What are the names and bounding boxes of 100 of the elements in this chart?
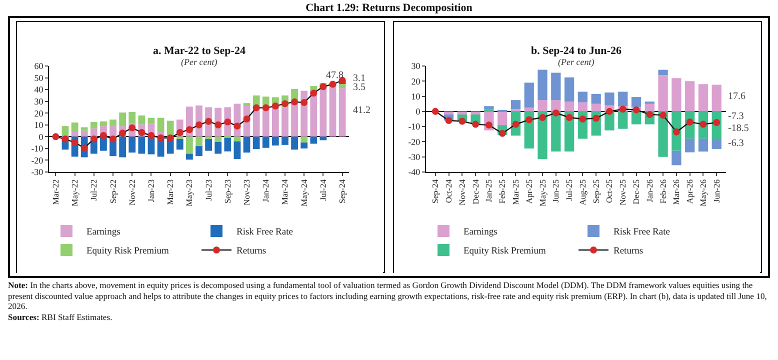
annotation: 3.5 <box>353 82 366 93</box>
bar <box>80 127 88 131</box>
bar <box>110 125 116 137</box>
point <box>579 116 586 122</box>
bar <box>564 102 574 112</box>
bar <box>291 101 298 137</box>
x-tick-label: Nov-22 <box>126 179 137 206</box>
source-note: Sources: RBI Staff Estimates. <box>8 312 114 322</box>
x-tick-label: Oct-25 <box>604 179 614 204</box>
bar <box>644 104 654 112</box>
point <box>592 114 600 122</box>
bar <box>176 136 184 140</box>
bar <box>214 136 222 142</box>
point <box>485 122 492 129</box>
x-tick-label: Aug-25 <box>577 179 588 206</box>
point <box>252 104 260 112</box>
y-tick-label: 0 <box>416 106 421 117</box>
y-tick-label: -20 <box>31 155 44 166</box>
bar <box>524 108 534 112</box>
bar <box>712 84 722 112</box>
legend-label: Risk Free Rate <box>614 228 670 238</box>
x-tick-label: Jan-24 <box>260 178 271 202</box>
bar <box>444 111 454 114</box>
bar <box>698 84 708 112</box>
point <box>262 104 270 112</box>
bar <box>457 111 467 114</box>
point <box>539 114 546 121</box>
bar <box>282 136 288 145</box>
x-tick-label: Jul-23 <box>203 179 214 201</box>
bar <box>604 92 614 106</box>
point <box>660 112 667 119</box>
point <box>110 136 117 143</box>
x-tick-label: Dec-25 <box>631 179 642 204</box>
point <box>672 128 680 136</box>
bar <box>510 100 521 110</box>
bar <box>685 138 695 152</box>
annotation: 17.6 <box>728 91 746 102</box>
bar <box>672 78 682 112</box>
x-tick-label: Nov-23 <box>242 179 252 206</box>
x-tick-label: Nov-25 <box>618 179 628 206</box>
bar <box>712 139 722 149</box>
point <box>234 122 241 130</box>
bar <box>338 88 346 137</box>
legend-label: Equity Risk Premium <box>86 246 170 257</box>
x-tick-label: Feb-25 <box>497 179 508 204</box>
x-tick-label: Jun-26 <box>711 179 722 203</box>
y-tick-label: -30 <box>31 167 44 178</box>
bar <box>234 141 241 160</box>
bar <box>631 111 642 124</box>
bar <box>484 106 494 110</box>
legend-label: Equity Risk Premium <box>464 246 546 257</box>
bar <box>618 92 628 106</box>
bar <box>658 75 668 112</box>
bar <box>300 142 308 148</box>
annotation: 3.1 <box>353 73 366 84</box>
x-tick-label: Sep-23 <box>222 179 232 204</box>
bar <box>186 136 193 154</box>
bar <box>320 136 327 140</box>
point <box>186 126 193 134</box>
x-tick-label: Sep-24 <box>430 178 440 204</box>
bar <box>205 139 212 151</box>
x-tick-label: Mar-23 <box>165 179 176 205</box>
bar <box>71 122 78 132</box>
bar <box>90 122 98 128</box>
bar <box>300 136 308 143</box>
bar <box>538 70 548 100</box>
y-tick-label: 20 <box>34 108 44 118</box>
bar <box>618 111 628 129</box>
bar <box>196 146 202 156</box>
bar <box>658 111 668 157</box>
point <box>166 134 174 142</box>
bar <box>110 120 116 126</box>
bar <box>90 128 98 137</box>
point <box>552 109 560 116</box>
bar <box>538 111 548 160</box>
bar <box>62 126 69 136</box>
bar <box>205 136 212 140</box>
point <box>119 130 126 137</box>
x-tick-label: May-26 <box>698 179 708 206</box>
point <box>329 80 336 88</box>
point <box>498 130 506 137</box>
bar <box>291 136 298 150</box>
x-tick-label: Apr-26 <box>684 179 695 204</box>
x-tick-label: Sep-25 <box>590 179 601 204</box>
x-tick-label: Mar-25 <box>510 179 520 205</box>
bar <box>578 102 588 112</box>
bar <box>262 136 270 148</box>
point <box>90 136 98 143</box>
x-tick-label: Dec-24 <box>470 178 480 204</box>
bar <box>329 85 336 137</box>
x-tick-label: Oct-24 <box>444 178 454 204</box>
y-tick-label: -10 <box>408 122 421 132</box>
point <box>224 118 232 126</box>
bar <box>272 136 279 146</box>
annotation: -7.3 <box>728 111 744 122</box>
chart-subtitle: (Per cent) <box>181 57 218 67</box>
text: Note: In the charts above, movement in equity prices is decomposed using a fundamental tool of valuation termed as Gordon Growth Dividend Discount Model (DDM). The DDM framework values equities using the present discounted value approach and helps to attribute the changes in equity prices to factors including earning growth expectations, risk-free rate and equity risk premium (ERP). In chart (b), data is updated till June 10, 2026. <box>8 280 768 312</box>
bar <box>157 118 164 132</box>
annotation: 47.8 <box>326 70 344 81</box>
y-tick-label: 50 <box>34 72 44 83</box>
